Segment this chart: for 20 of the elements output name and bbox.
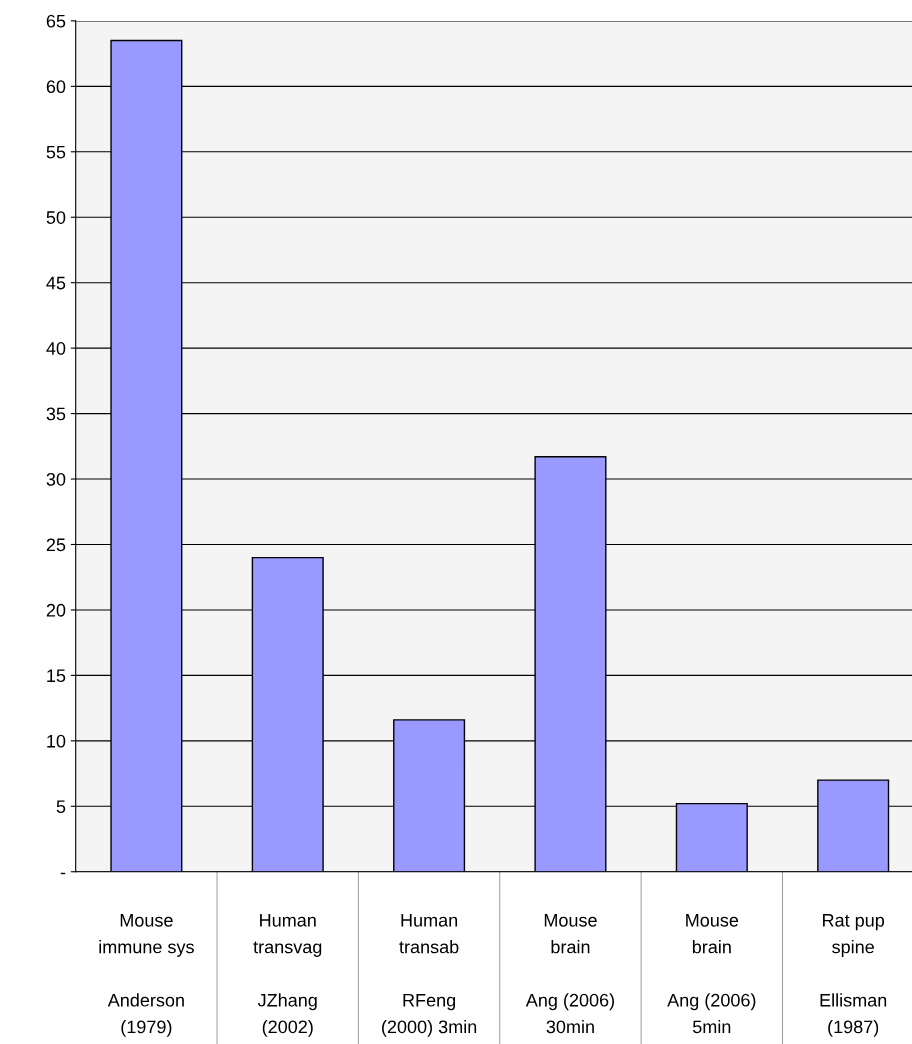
y-tick-label: 45 <box>46 276 66 290</box>
y-tick-label: 65 <box>46 14 66 28</box>
y-tick-label: 5 <box>56 800 66 814</box>
y-tick-label: 40 <box>46 342 66 355</box>
y-tick-label: 60 <box>46 80 66 94</box>
y-tick-label: 30 <box>46 472 66 486</box>
y-tick-label: - <box>60 872 66 875</box>
y-tick-label: 25 <box>46 538 66 552</box>
category-label: Mouse brain Ang (2006) 5min <box>667 914 756 1034</box>
category-label: Human transab RFeng (2000) 3min <box>382 914 477 1037</box>
y-tick-label: 55 <box>46 145 66 159</box>
category-label: Human transvag JZhang (2002) <box>253 914 322 1037</box>
category-label: Rat pup spine Ellisman (1987) <box>820 914 887 1037</box>
y-tick-label: 35 <box>46 407 66 421</box>
y-tick-label: 20 <box>46 603 66 617</box>
category-label: Mouse immune sys Anderson (1979) <box>99 914 194 1037</box>
y-tick-label: 10 <box>47 734 66 748</box>
category-label: Mouse brain Ang (2006) 30min <box>525 914 615 1034</box>
y-tick-label: 50 <box>46 211 66 224</box>
y-tick-label: 15 <box>47 669 66 683</box>
